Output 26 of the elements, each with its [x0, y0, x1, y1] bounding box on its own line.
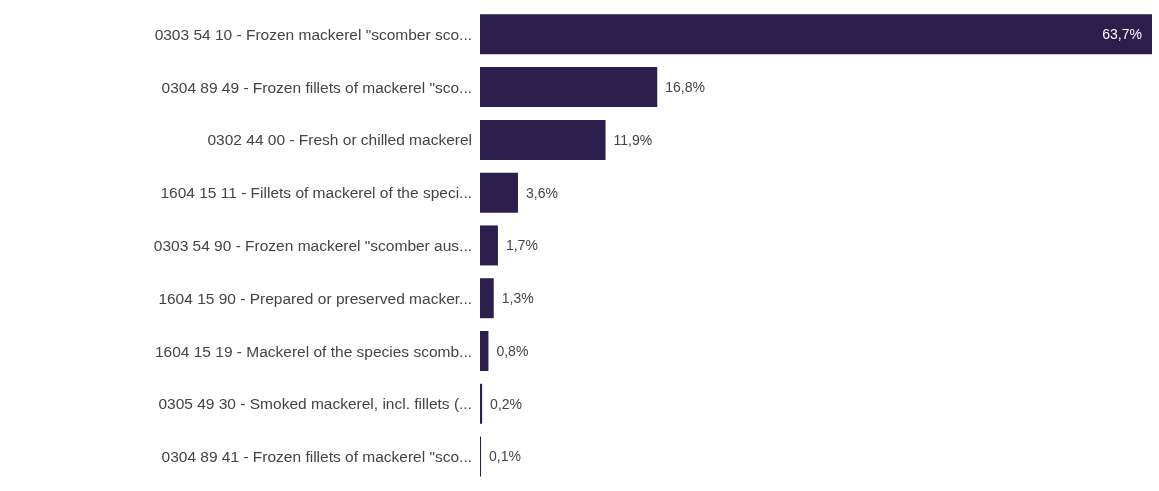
bar — [480, 14, 1152, 55]
data-label: 16,8% — [665, 79, 705, 96]
y-tick-label: 1604 15 19 - Mackerel of the species scomb... — [154, 342, 472, 360]
data-label: 0,8% — [496, 342, 529, 359]
y-tick-label: 0304 89 49 - Frozen fillets of mackerel "sco... — [161, 78, 472, 96]
bar — [480, 172, 518, 213]
y-tick-label: 0302 44 00 - Fresh or chilled mackerel — [207, 131, 472, 149]
data-label: 0,2% — [490, 395, 523, 412]
bar — [480, 278, 494, 319]
y-tick-label: 0303 54 90 - Frozen mackerel "scomber aus... — [153, 237, 472, 254]
data-label: 3,6% — [525, 184, 558, 201]
bar — [480, 67, 658, 108]
data-label: 63,7% — [1102, 26, 1142, 43]
y-tick-label: 0303 54 10 - Frozen mackerel "scomber sco... — [154, 25, 472, 43]
bar — [480, 331, 489, 371]
bar — [480, 225, 498, 266]
bar — [480, 383, 483, 424]
bar — [480, 119, 606, 160]
data-label: 1,7% — [505, 237, 538, 254]
y-tick-label: 1604 15 90 - Prepared or preserved macker... — [158, 289, 472, 307]
data-label: 0,1% — [489, 448, 521, 465]
y-tick-label: 0305 49 30 - Smoked mackerel, incl. fillets (... — [158, 395, 472, 413]
y-tick-label: 1604 15 11 - Fillets of mackerel of the speci... — [160, 184, 472, 202]
y-tick-label: 0304 89 41 - Frozen fillets of mackerel "sco... — [161, 448, 472, 466]
data-label: 1,3% — [501, 290, 534, 307]
data-label: 11,9% — [613, 131, 653, 148]
